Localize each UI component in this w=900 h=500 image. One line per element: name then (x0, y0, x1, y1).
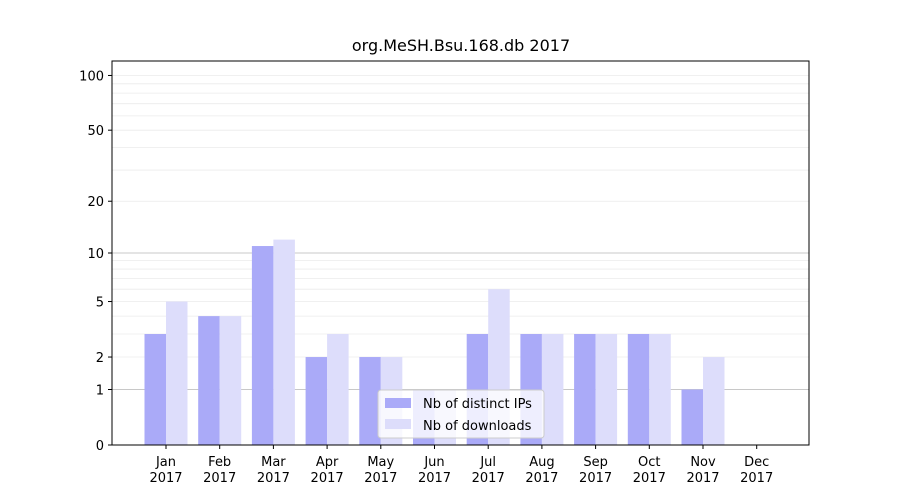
y-tick-label: 0 (96, 439, 104, 454)
y-tick-label: 5 (96, 296, 104, 311)
legend-swatch-downloads (385, 419, 411, 429)
bar-distinct-ips (681, 389, 703, 445)
legend-label-distinct-ips: Nb of distinct IPs (423, 397, 532, 412)
x-tick-label-year: 2017 (472, 471, 505, 486)
legend: Nb of distinct IPs Nb of downloads (377, 389, 545, 439)
x-tick-label-month: Jan (155, 455, 176, 470)
chart-title: org.MeSH.Bsu.168.db 2017 (352, 36, 570, 55)
y-tick-label: 100 (79, 69, 104, 84)
bar-downloads (703, 357, 725, 445)
x-tick-label-month: Sep (583, 455, 608, 470)
bar-downloads (327, 333, 349, 445)
x-tick-label-year: 2017 (686, 471, 719, 486)
bar-downloads (595, 333, 618, 445)
bar-distinct-ips (305, 357, 328, 445)
x-tick-label-month: May (367, 455, 394, 470)
x-tick-label-year: 2017 (149, 471, 182, 486)
x-tick-label-month: Mar (261, 455, 286, 470)
x-tick-label-year: 2017 (418, 471, 451, 486)
x-tick-label-year: 2017 (364, 471, 397, 486)
bar-downloads (541, 333, 564, 445)
bar-distinct-ips (251, 246, 274, 445)
bar-distinct-ips (627, 333, 650, 445)
axes: 0125102050100Jan2017Feb2017Mar2017Apr201… (79, 69, 773, 486)
x-tick-label-month: Feb (208, 455, 231, 470)
x-tick-label-year: 2017 (525, 471, 558, 486)
x-tick-label-year: 2017 (203, 471, 236, 486)
x-tick-label-month: Jul (479, 455, 496, 470)
x-tick-label-year: 2017 (311, 471, 344, 486)
bar-downloads (273, 239, 295, 445)
y-tick-label: 2 (96, 351, 104, 366)
x-tick-label-month: Jun (423, 455, 444, 470)
y-tick-label: 10 (87, 247, 104, 262)
y-tick-label: 50 (87, 124, 104, 139)
bar-distinct-ips (359, 357, 381, 445)
x-tick-label-month: Apr (316, 455, 339, 470)
legend-label-downloads: Nb of downloads (423, 419, 532, 434)
legend-box (377, 389, 545, 439)
bar-downloads (166, 301, 188, 445)
x-tick-label-year: 2017 (257, 471, 290, 486)
bar-downloads (649, 333, 671, 445)
x-tick-label-month: Aug (529, 455, 554, 470)
y-tick-label: 20 (87, 195, 104, 210)
y-tick-label: 1 (96, 383, 104, 398)
bar-distinct-ips (198, 316, 220, 445)
bar-downloads (219, 316, 242, 445)
legend-swatch-distinct-ips (385, 398, 411, 408)
bar-distinct-ips (144, 333, 166, 445)
x-tick-label-year: 2017 (579, 471, 612, 486)
x-tick-label-year: 2017 (740, 471, 773, 486)
x-tick-label-year: 2017 (633, 471, 666, 486)
x-tick-label-month: Oct (638, 455, 660, 470)
x-tick-label-month: Nov (690, 455, 716, 470)
bar-distinct-ips (574, 333, 596, 445)
x-tick-label-month: Dec (744, 455, 769, 470)
